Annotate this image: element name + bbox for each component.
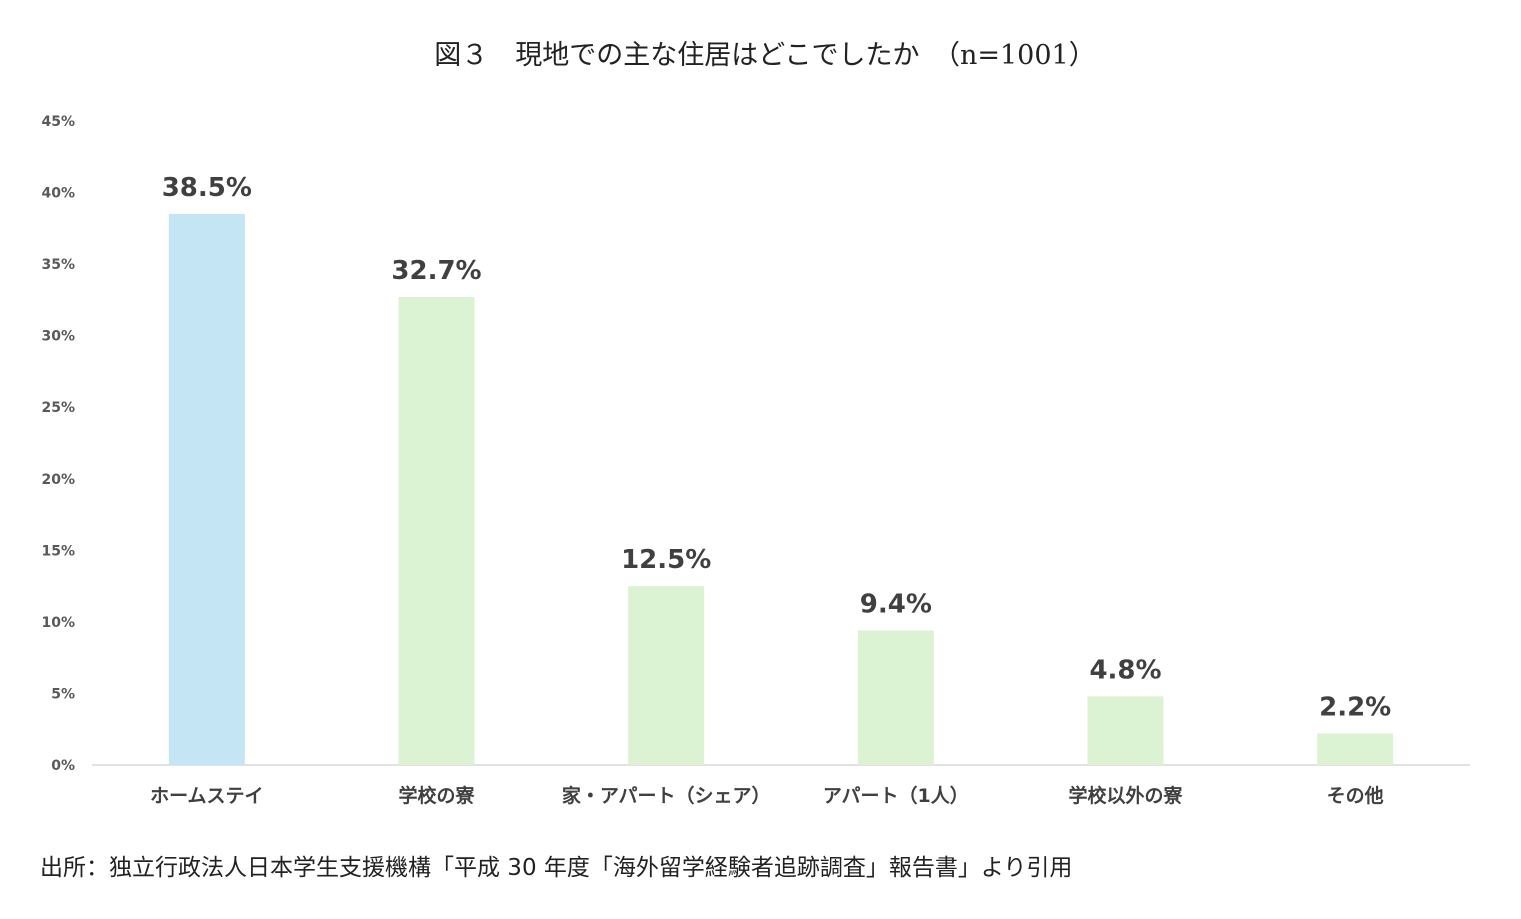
x-tick-label: その他	[1327, 784, 1384, 807]
y-axis: 0% 5% 10% 15% 20% 25% 30% 35% 40% 45%	[41, 114, 75, 774]
data-label: 4.8%	[1089, 655, 1161, 685]
source-note: 出所：独立行政法人日本学生支援機構「平成 30 年度「海外留学経験者追跡調査」報…	[40, 855, 1072, 881]
y-tick-label: 0%	[51, 758, 75, 774]
bar	[857, 630, 934, 765]
x-tick-label: アパート（1人）	[823, 784, 969, 807]
bar	[398, 297, 475, 765]
y-tick-label: 15%	[41, 543, 75, 559]
y-tick-label: 35%	[41, 257, 75, 273]
data-label: 12.5%	[621, 545, 711, 575]
data-label: 32.7%	[391, 256, 481, 286]
x-tick-label: 家・アパート（シェア）	[562, 784, 771, 807]
data-label: 38.5%	[162, 173, 252, 203]
bars	[168, 214, 1394, 765]
x-axis: ホームステイ 学校の寮 家・アパート（シェア） アパート（1人） 学校以外の寮 その他	[150, 784, 1384, 807]
y-tick-label: 45%	[41, 114, 75, 130]
y-tick-label: 40%	[41, 186, 75, 202]
y-tick-label: 5%	[51, 686, 75, 702]
y-tick-label: 20%	[41, 472, 75, 488]
y-tick-label: 10%	[41, 615, 75, 631]
data-label: 2.2%	[1319, 693, 1391, 723]
bar	[1317, 733, 1394, 765]
data-labels: 38.5% 32.7% 12.5% 9.4% 4.8% 2.2%	[162, 173, 1391, 722]
bar	[168, 214, 245, 765]
chart-title: 図３ 現地での主な住居はどこでしたか （n=1001）	[434, 40, 1095, 71]
y-tick-label: 25%	[41, 400, 75, 416]
bar	[1087, 696, 1164, 765]
x-tick-label: 学校の寮	[398, 784, 475, 807]
x-tick-label: ホームステイ	[150, 785, 263, 807]
data-label: 9.4%	[860, 589, 932, 619]
y-tick-label: 30%	[41, 329, 75, 345]
bar	[628, 586, 705, 765]
x-tick-label: 学校以外の寮	[1068, 784, 1183, 807]
